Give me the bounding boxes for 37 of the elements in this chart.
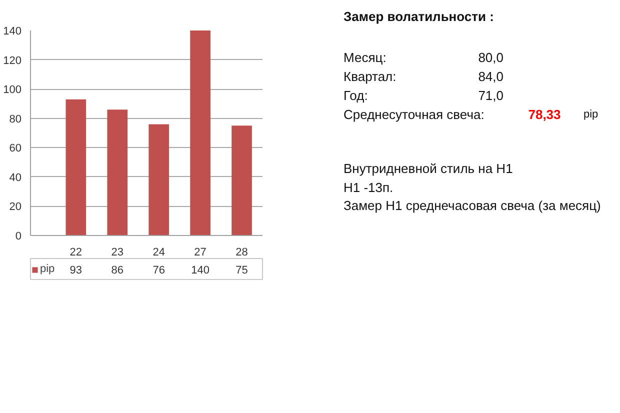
y-tick-label: 140: [3, 26, 22, 38]
text: 78,33: [528, 107, 561, 122]
text: pip: [584, 108, 598, 120]
bar: [148, 124, 169, 236]
y-tick-label: 120: [3, 54, 22, 67]
bar: [107, 110, 128, 236]
text: Замер волатильности :: [344, 9, 494, 24]
text: H1 -13п.: [344, 180, 394, 195]
data-label: 140: [191, 264, 210, 276]
x-tick-label: 24: [152, 246, 165, 258]
data-label: 86: [111, 264, 124, 276]
y-tick-label: 0: [15, 230, 22, 242]
bar: [232, 126, 252, 236]
data-label: 76: [152, 264, 165, 276]
x-tick-label: 28: [236, 246, 248, 258]
x-tick-label: 22: [70, 246, 82, 258]
y-tick-label: 100: [3, 84, 22, 96]
data-label: 75: [236, 264, 248, 276]
text: Квартал:: [344, 69, 396, 84]
data-label: 93: [70, 264, 82, 276]
text: Внутридневной стиль на H1: [344, 161, 513, 176]
text: 71,0: [478, 88, 504, 103]
legend-label: pip: [40, 263, 56, 275]
text: 84,0: [478, 69, 504, 84]
y-tick-label: 40: [9, 172, 22, 184]
text: Год:: [344, 88, 368, 103]
x-tick-label: 27: [194, 246, 206, 258]
text: Среднесуточная свеча:: [344, 107, 484, 122]
text: 80,0: [478, 50, 504, 65]
bar: [66, 99, 86, 236]
text: Месяц:: [344, 50, 386, 65]
bar: [190, 30, 210, 236]
x-tick-label: 23: [111, 246, 124, 258]
y-tick-label: 20: [9, 201, 22, 214]
y-tick-label: 80: [9, 113, 22, 126]
text: Замер H1 среднечасовая свеча (за месяц): [344, 198, 601, 213]
y-tick-label: 60: [9, 142, 22, 155]
